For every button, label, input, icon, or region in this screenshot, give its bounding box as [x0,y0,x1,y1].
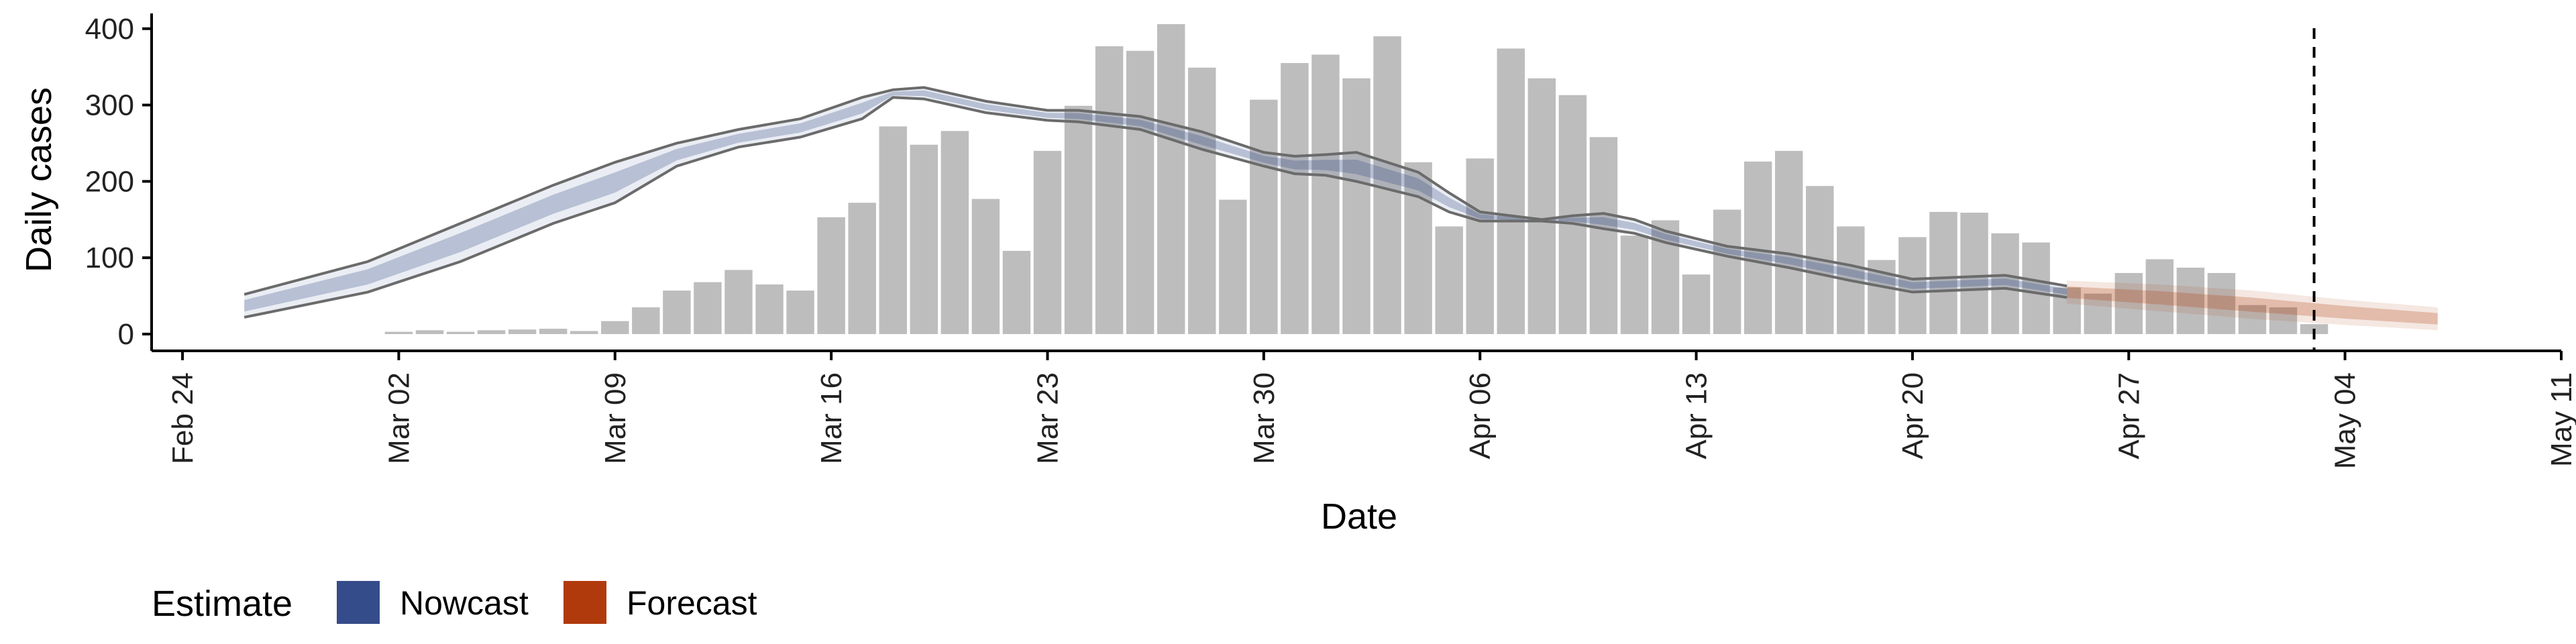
bar [971,199,1000,334]
bar [1682,274,1711,334]
y-tick-label: 200 [85,165,134,198]
bar [1373,36,1401,335]
bar [2084,293,2112,334]
bar [570,331,598,334]
bar [2207,272,2236,334]
bar [1589,137,1618,334]
x-tick-label: Mar 02 [382,372,415,464]
bar [1311,54,1340,334]
x-axis-ticks: Feb 24 Mar 02 Mar 09 Mar 16 Mar 23 Mar 30 Apr … [166,351,2576,469]
legend: Estimate Nowcast Forecast [152,581,757,624]
x-tick-label: Apr 27 [2112,372,2145,460]
bar [1435,226,1463,334]
x-axis-title: Date [1321,496,1397,537]
bar [1404,162,1432,334]
x-tick-label: Mar 23 [1031,372,1064,464]
y-axis-ticks: 0 100 200 300 400 [85,13,152,351]
bar [1157,23,1185,334]
bar [724,270,753,334]
bar [1126,50,1155,335]
bar [1991,233,2019,334]
bar [2269,307,2298,334]
bar [1620,235,1649,334]
nowcast-outer-band [244,87,2068,317]
bar [508,329,537,334]
x-tick-label: May 04 [2329,372,2362,469]
bar [446,331,475,334]
y-tick-label: 400 [85,13,134,46]
bar [1713,209,1741,334]
bar [2114,272,2143,334]
bar [941,131,969,334]
bar [601,321,629,334]
bar [910,144,938,334]
bar [879,126,907,334]
bar [694,282,722,334]
x-tick-label: Apr 13 [1680,372,1713,460]
bar [1095,46,1124,334]
nowcast-upper-line [244,86,2068,296]
bar [1033,150,1062,334]
forecast-outer-band [2067,280,2438,331]
x-tick-label: Mar 30 [1248,372,1281,464]
bar [539,329,568,334]
bar [1960,213,1988,334]
y-tick-label: 300 [85,89,134,122]
bar [2145,259,2174,334]
legend-swatch-nowcast [337,581,380,624]
bar [415,330,444,334]
bar [1250,99,1278,334]
bar [1527,78,1556,334]
bar [1188,67,1216,335]
legend-title: Estimate [152,584,292,624]
legend-swatch-forecast [564,581,606,624]
bar [2022,242,2050,334]
bar [1774,150,1803,334]
bar [1219,199,1247,334]
x-tick-label: Apr 20 [1896,372,1929,460]
y-axis-title: Daily cases [19,87,59,272]
legend-label-nowcast: Nowcast [400,584,529,622]
bar [848,203,876,334]
legend-label-forecast: Forecast [627,584,757,622]
bar [755,284,784,334]
forecast-inner-band [2067,286,2438,325]
band-layer [244,86,2438,331]
bar [384,331,413,334]
x-tick-label: Mar 16 [815,372,848,464]
bar [1281,62,1309,334]
bar [632,307,660,334]
bar [477,330,506,334]
bar [1002,250,1031,334]
bar [1898,237,1927,334]
bar [1497,48,1525,334]
bar [1064,105,1093,334]
bar [1929,211,1957,334]
bar [1466,158,1494,334]
bar [2238,305,2267,334]
x-tick-label: Feb 24 [166,372,199,464]
y-tick-label: 100 [85,241,134,274]
x-tick-label: May 11 [2545,372,2576,467]
bar [817,217,845,334]
x-tick-label: Apr 06 [1464,372,1497,460]
x-tick-label: Mar 09 [599,372,632,464]
bar [663,290,691,334]
bar [1342,78,1371,334]
nowcast-lower-line [244,96,2068,319]
bar [786,290,814,334]
nowcast-inner-band [244,90,2068,312]
bar [2176,267,2205,334]
y-tick-label: 0 [118,318,134,351]
